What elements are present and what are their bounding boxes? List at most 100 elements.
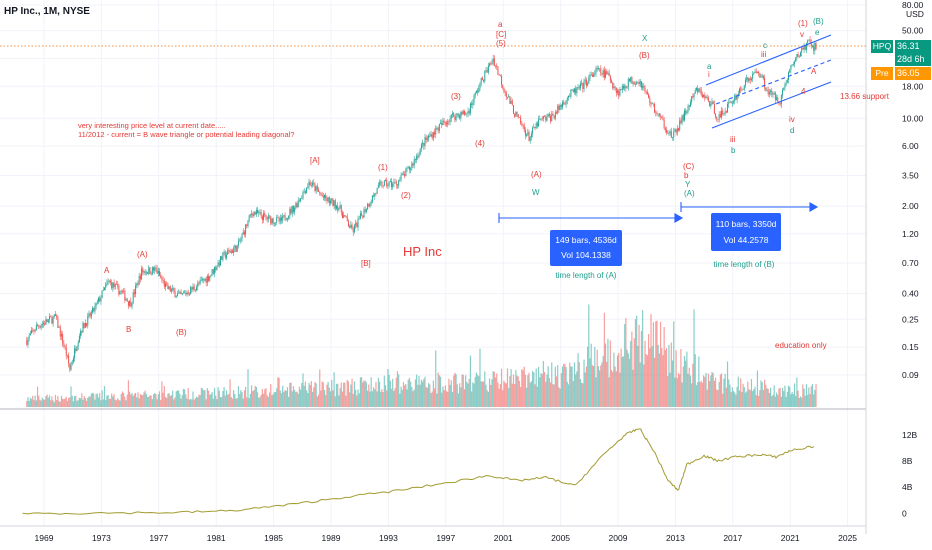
candle-body xyxy=(38,325,40,327)
volume-bar xyxy=(453,375,455,407)
volume-bar xyxy=(140,394,143,407)
candle-body xyxy=(768,92,770,95)
candle-body xyxy=(312,182,314,186)
volume-bar xyxy=(643,364,645,407)
volume-bar xyxy=(283,391,285,407)
volume-bar xyxy=(615,371,617,407)
candle-body xyxy=(284,215,286,221)
candle-body xyxy=(175,296,177,298)
volume-bar xyxy=(651,346,653,407)
candle-body xyxy=(304,191,306,193)
volume-bar xyxy=(488,378,491,407)
pre-label-badge: Pre xyxy=(871,67,893,80)
candle-body xyxy=(334,200,336,209)
candle-body xyxy=(277,217,279,218)
candle-body xyxy=(52,316,54,324)
candle-body xyxy=(701,94,703,98)
volume-bar xyxy=(284,389,286,407)
volume-bar xyxy=(583,359,585,407)
volume-bar xyxy=(552,384,554,407)
wave-bA: [A] xyxy=(310,156,320,165)
candle-body xyxy=(548,114,550,117)
volume-bar xyxy=(273,392,275,407)
volume-bar xyxy=(602,355,604,407)
candle-body xyxy=(394,182,396,183)
volume-bar xyxy=(74,396,76,407)
candle-body xyxy=(636,82,638,85)
volume-bar xyxy=(353,381,356,407)
volume-bar xyxy=(478,376,480,407)
volume-bar xyxy=(593,366,595,407)
volume-bar xyxy=(589,358,591,407)
candle-body xyxy=(248,215,250,221)
volume-bar xyxy=(584,372,586,407)
volume-bar xyxy=(198,394,200,407)
candle-body xyxy=(685,110,687,114)
candle-body xyxy=(740,88,742,90)
volume-bar xyxy=(792,394,794,407)
candle-body xyxy=(581,82,583,84)
candle-body xyxy=(428,135,430,139)
wave-4: 4 xyxy=(801,87,806,96)
volume-bar xyxy=(359,377,362,407)
volume-bar xyxy=(29,397,31,407)
candle-body xyxy=(449,118,451,122)
volume-bar xyxy=(558,387,560,407)
volume-bar xyxy=(325,394,327,407)
candle-body xyxy=(141,268,143,280)
candle-body xyxy=(392,183,394,187)
volume-bar xyxy=(51,396,53,407)
candle-body xyxy=(481,78,483,80)
candle-body xyxy=(66,355,68,357)
volume-bar xyxy=(744,392,747,407)
volume-bar xyxy=(631,331,633,407)
volume-bar xyxy=(235,398,237,407)
candle-body xyxy=(475,90,477,93)
volume-bar xyxy=(265,388,267,407)
candle-body xyxy=(196,286,198,291)
candle-body xyxy=(404,174,406,176)
candle-body xyxy=(717,119,719,120)
candle-body xyxy=(777,97,779,103)
time-axis: 1969 1973 1977 1981 1985 1989 1993 1997 2001 2005… xyxy=(35,533,858,543)
candle-body xyxy=(136,283,138,286)
candle-body xyxy=(572,89,574,92)
candle-body xyxy=(251,213,253,215)
volume-bar xyxy=(361,377,363,407)
time-tick-label: 1977 xyxy=(149,533,168,543)
candle-body xyxy=(215,267,217,270)
volume-bar xyxy=(447,391,449,407)
wave-p3: (3) xyxy=(451,92,461,101)
volume-bar xyxy=(142,395,144,407)
volume-bar xyxy=(517,376,519,407)
candle-body xyxy=(545,116,547,121)
volume-bar xyxy=(179,393,181,407)
candle-body xyxy=(497,66,499,75)
candle-body xyxy=(156,268,158,274)
volume-bar xyxy=(233,390,235,407)
volume-bar xyxy=(621,356,623,407)
wave-c: c xyxy=(763,41,767,50)
candle-body xyxy=(154,267,156,271)
volume-bar xyxy=(560,373,562,407)
volume-bar xyxy=(291,391,293,407)
candle-body xyxy=(764,77,766,88)
volume-bar xyxy=(526,387,528,407)
volume-bar xyxy=(771,396,773,407)
candle-body xyxy=(631,77,633,84)
trend-channel xyxy=(705,34,832,129)
volume-bar xyxy=(565,367,567,407)
volume-bar xyxy=(429,384,431,407)
volume-bar xyxy=(448,378,450,407)
volume-bar xyxy=(600,365,602,407)
volume-bar xyxy=(321,381,323,407)
volume-bar xyxy=(803,388,805,407)
volume-bar xyxy=(549,382,552,407)
candle-body xyxy=(263,213,265,220)
candle-body xyxy=(814,42,816,51)
candle-body xyxy=(315,186,317,192)
wave-a: a xyxy=(498,20,503,29)
volume-bar xyxy=(276,388,278,407)
measure-b-box xyxy=(711,213,781,251)
candle-body xyxy=(338,208,340,211)
